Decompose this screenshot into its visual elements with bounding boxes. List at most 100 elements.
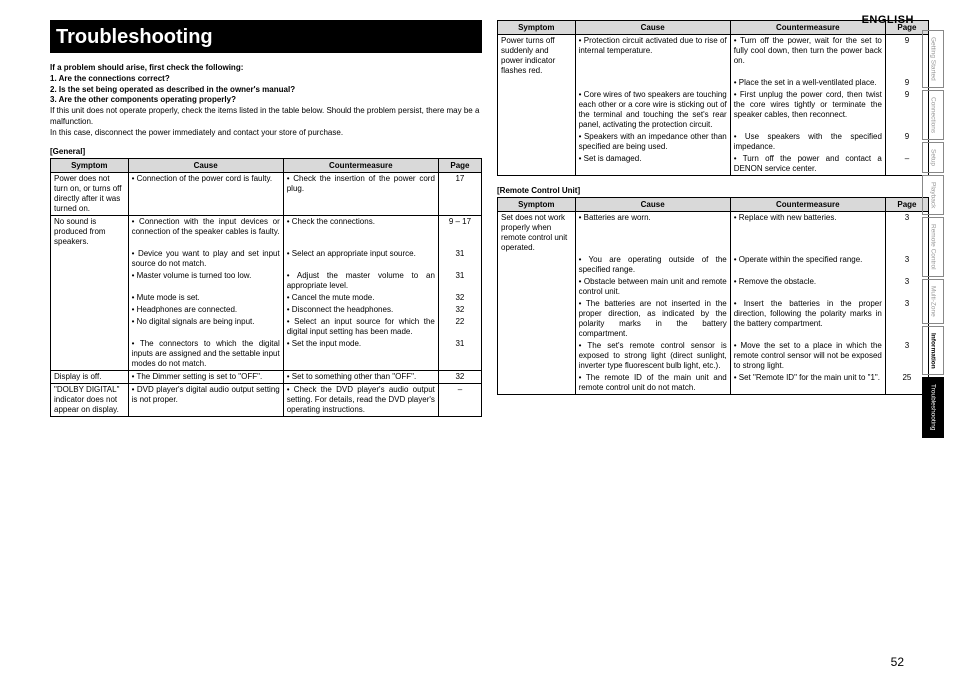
table-row: You are operating outside of the specifi… [498, 254, 929, 276]
th-symptom: Symptom [498, 198, 576, 212]
cell-countermeasure: Check the DVD player's audio output sett… [283, 383, 438, 416]
side-tab[interactable]: Setup [922, 142, 944, 173]
cell-page: 32 [438, 292, 481, 304]
th-cm: Countermeasure [730, 198, 885, 212]
table-row: Device you want to play and set input so… [51, 248, 482, 270]
cell-cause: Speakers with an impedance other than sp… [575, 131, 730, 153]
side-tab[interactable]: Multi-Zone [922, 279, 944, 324]
intro-body1: If this unit does not operate properly, … [50, 106, 479, 126]
cell-cause: DVD player's digital audio output settin… [128, 383, 283, 416]
table-row: No digital signals are being input.Selec… [51, 316, 482, 338]
cell-page: 17 [438, 172, 481, 215]
cell-symptom: "DOLBY DIGITAL" indicator does not appea… [51, 383, 129, 416]
cell-cause: Batteries are worn. [575, 212, 730, 255]
cell-cause: The Dimmer setting is set to "OFF". [128, 370, 283, 383]
right-column: Symptom Cause Countermeasure Page Power … [497, 20, 944, 671]
intro-lead: If a problem should arise, first check t… [50, 63, 243, 72]
cell-countermeasure: Turn off the power and contact a DENON s… [730, 153, 885, 176]
th-symptom: Symptom [51, 158, 129, 172]
cell-countermeasure: Set "Remote ID" for the main unit to "1"… [730, 372, 885, 395]
cell-symptom: Set does not work properly when remote c… [498, 212, 576, 255]
table-row: No sound is produced from speakers.Conne… [51, 215, 482, 248]
side-tab[interactable]: Remote Control [922, 217, 944, 277]
side-tab[interactable]: Playback [922, 175, 944, 215]
page-title: Troubleshooting [50, 20, 482, 53]
table-row: Power does not turn on, or turns off dir… [51, 172, 482, 215]
cell-countermeasure: Operate within the specified range. [730, 254, 885, 276]
table-row: Obstacle between main unit and remote co… [498, 276, 929, 298]
cell-countermeasure: Adjust the master volume to an appropria… [283, 270, 438, 292]
cell-page: – [438, 383, 481, 416]
cell-symptom: Power turns off suddenly and power indic… [498, 35, 576, 78]
table-power: Symptom Cause Countermeasure Page Power … [497, 20, 929, 176]
table-row: Headphones are connected.Disconnect the … [51, 304, 482, 316]
table-row: The batteries are not inserted in the pr… [498, 298, 929, 340]
cell-countermeasure: Move the set to a place in which the rem… [730, 340, 885, 372]
intro-body2: In this case, disconnect the power immed… [50, 128, 343, 137]
cell-countermeasure: Set to something other than "OFF". [283, 370, 438, 383]
cell-symptom [498, 89, 576, 131]
table-row: Place the set in a well-ventilated place… [498, 77, 929, 89]
cell-cause: Obstacle between main unit and remote co… [575, 276, 730, 298]
cell-cause: No digital signals are being input. [128, 316, 283, 338]
cell-cause: Headphones are connected. [128, 304, 283, 316]
cell-cause: Core wires of two speakers are touching … [575, 89, 730, 131]
table-remote-body: Set does not work properly when remote c… [498, 212, 929, 395]
cell-page: 32 [438, 370, 481, 383]
intro-q2: 2. Is the set being operated as describe… [50, 85, 295, 94]
cell-cause: The connectors to which the digital inpu… [128, 338, 283, 371]
page: Troubleshooting If a problem should aris… [0, 0, 954, 681]
table-general-body: Power does not turn on, or turns off dir… [51, 172, 482, 416]
th-cause: Cause [128, 158, 283, 172]
section-remote-label: [Remote Control Unit] [497, 186, 929, 195]
cell-cause: Mute mode is set. [128, 292, 283, 304]
cell-cause: The remote ID of the main unit and remot… [575, 372, 730, 395]
cell-countermeasure: Select an input source for which the dig… [283, 316, 438, 338]
cell-cause: Connection with the input devices or con… [128, 215, 283, 248]
side-tab[interactable]: Troubleshooting [922, 377, 944, 437]
cell-cause: The set's remote control sensor is expos… [575, 340, 730, 372]
cell-countermeasure: Set the input mode. [283, 338, 438, 371]
cell-symptom [498, 276, 576, 298]
cell-symptom [498, 131, 576, 153]
table-row: Display is off.The Dimmer setting is set… [51, 370, 482, 383]
table-general: Symptom Cause Countermeasure Page Power … [50, 158, 482, 417]
table-row: The connectors to which the digital inpu… [51, 338, 482, 371]
cell-countermeasure: Remove the obstacle. [730, 276, 885, 298]
table-row: Speakers with an impedance other than sp… [498, 131, 929, 153]
th-cm: Countermeasure [283, 158, 438, 172]
cell-page: 31 [438, 338, 481, 371]
cell-cause: Set is damaged. [575, 153, 730, 176]
cell-page: 31 [438, 248, 481, 270]
cell-cause: Device you want to play and set input so… [128, 248, 283, 270]
cell-cause [575, 77, 730, 89]
cell-countermeasure: Place the set in a well-ventilated place… [730, 77, 885, 89]
cell-symptom [498, 340, 576, 372]
side-tab[interactable]: Information [922, 326, 944, 376]
table-row: Set does not work properly when remote c… [498, 212, 929, 255]
cell-countermeasure: Check the insertion of the power cord pl… [283, 172, 438, 215]
cell-countermeasure: Insert the batteries in the proper direc… [730, 298, 885, 340]
cell-symptom: Display is off. [51, 370, 129, 383]
th-cause: Cause [575, 198, 730, 212]
intro-block: If a problem should arise, first check t… [50, 63, 482, 139]
cell-page: 22 [438, 316, 481, 338]
cell-countermeasure: First unplug the power cord, then twist … [730, 89, 885, 131]
cell-symptom [51, 270, 129, 292]
cell-countermeasure: Turn off the power, wait for the set to … [730, 35, 885, 78]
cell-countermeasure: Replace with new batteries. [730, 212, 885, 255]
page-number: 52 [891, 655, 904, 669]
side-tab[interactable]: Getting Started [922, 30, 944, 88]
table-row: Mute mode is set.Cancel the mute mode.32 [51, 292, 482, 304]
cell-symptom: No sound is produced from speakers. [51, 215, 129, 248]
cell-symptom [498, 77, 576, 89]
cell-symptom [51, 316, 129, 338]
table-row: The remote ID of the main unit and remot… [498, 372, 929, 395]
cell-symptom [498, 372, 576, 395]
cell-symptom [498, 254, 576, 276]
side-tab[interactable]: Connections [922, 90, 944, 140]
cell-cause: You are operating outside of the specifi… [575, 254, 730, 276]
cell-countermeasure: Disconnect the headphones. [283, 304, 438, 316]
table-row: The set's remote control sensor is expos… [498, 340, 929, 372]
cell-cause: Connection of the power cord is faulty. [128, 172, 283, 215]
